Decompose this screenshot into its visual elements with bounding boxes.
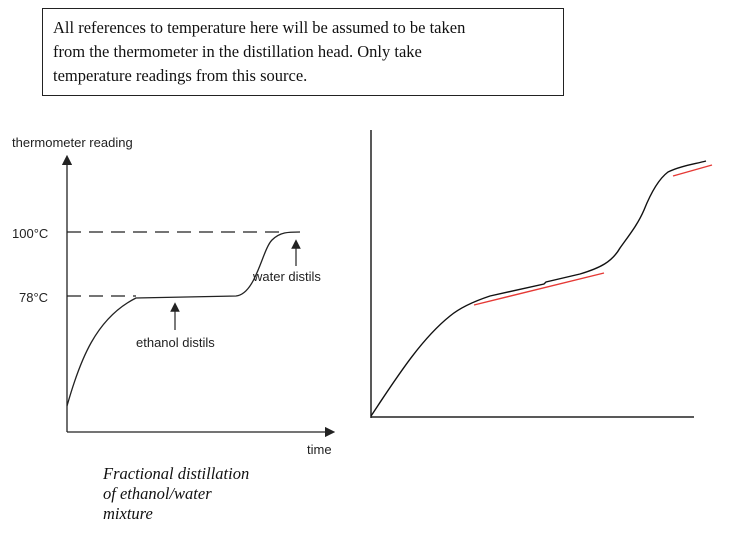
note-line-1: All references to temperature here will … [53,18,466,37]
caption-line-2: of ethanol/water [103,484,212,503]
note-line-2: from the thermometer in the distillation… [53,42,422,61]
tick-label-100c: 100°C [12,226,48,241]
right-lower-tangent-line [473,272,605,306]
caption-line-1: Fractional distillation [103,464,250,483]
left-ylabel: thermometer reading [12,135,133,150]
water-distils-label: water distils [252,269,321,284]
instruction-note-box: All references to temperature here will … [42,8,564,96]
tick-label-78c: 78°C [19,290,48,305]
left-distillation-diagram: thermometer reading time 100°C 78°C wate… [12,135,336,457]
caption-line-3: mixture [103,504,153,523]
right-upper-tangent-line [672,164,713,177]
left-temperature-curve [66,231,301,407]
note-line-3: temperature readings from this source. [53,66,308,85]
right-curve-diagram [370,130,713,418]
ethanol-distils-label: ethanol distils [136,335,215,350]
left-xlabel: time [307,442,332,457]
left-diagram-caption: Fractional distillation of ethanol/water… [103,464,249,524]
right-black-curve [370,160,707,417]
